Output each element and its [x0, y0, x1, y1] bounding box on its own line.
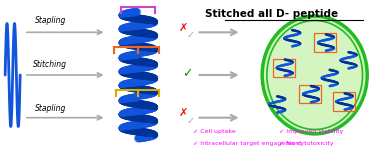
Text: ✓ No cytotoxicity: ✓ No cytotoxicity	[279, 141, 334, 146]
Text: Stapling: Stapling	[34, 16, 66, 25]
Text: ✓: ✓	[187, 30, 195, 40]
Text: ✓ Improved stability: ✓ Improved stability	[279, 129, 344, 134]
Ellipse shape	[262, 16, 367, 134]
Text: ✗: ✗	[179, 108, 188, 118]
Text: ✓: ✓	[187, 116, 195, 126]
Text: ✓: ✓	[182, 67, 192, 80]
Text: ✗: ✗	[179, 23, 188, 33]
Text: Stapling: Stapling	[34, 104, 66, 113]
Text: ✓ Intracellular target engagement: ✓ Intracellular target engagement	[193, 141, 301, 146]
Text: Stitched all D- peptide: Stitched all D- peptide	[205, 9, 338, 19]
Text: ✓ Cell uptake: ✓ Cell uptake	[193, 129, 235, 134]
Text: Stitching: Stitching	[33, 60, 67, 69]
